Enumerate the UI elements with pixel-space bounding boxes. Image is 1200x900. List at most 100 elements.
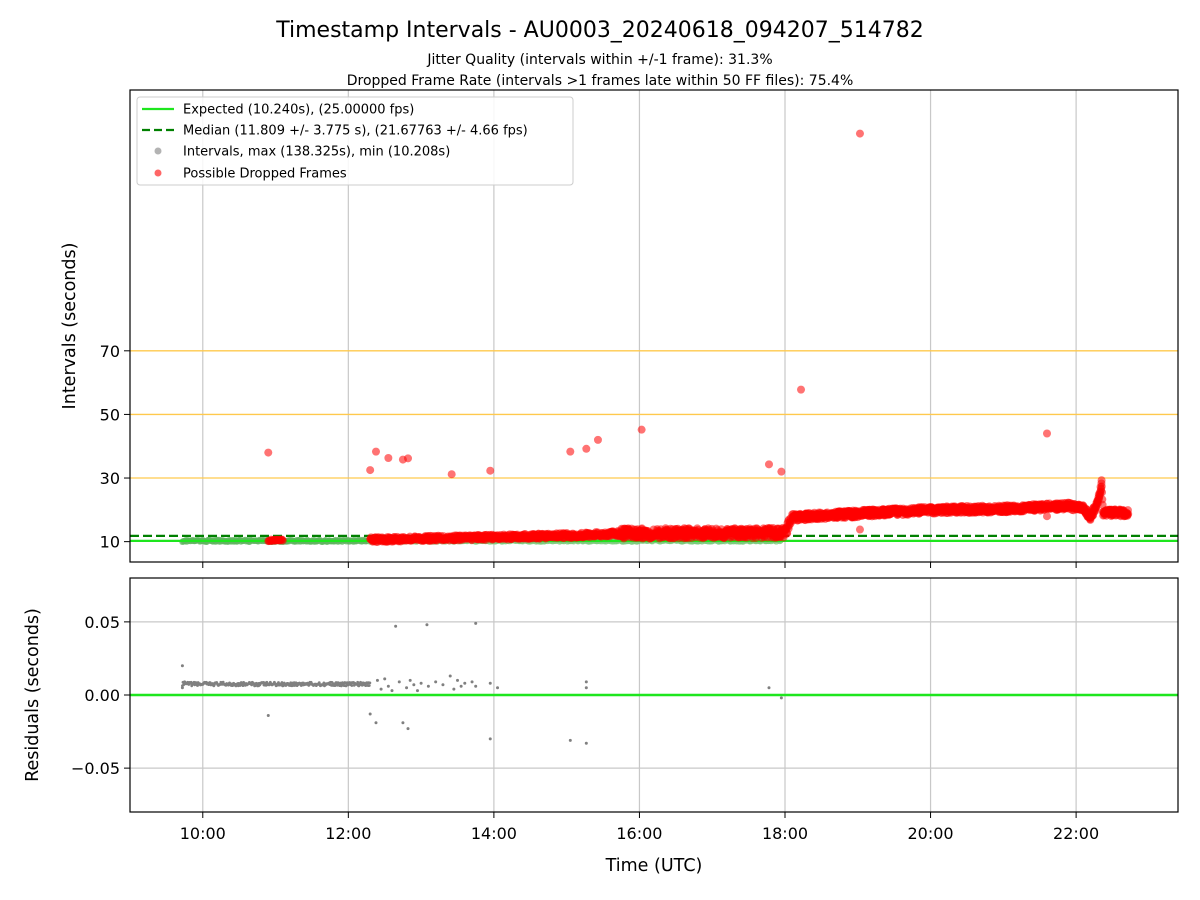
y-tick-label: 30 [100,469,120,488]
y-tick-label: 10 [100,533,120,552]
x-tick-label: 22:00 [1053,824,1099,843]
x-tick-label: 10:00 [180,824,226,843]
dropped-frame-outlier [486,466,495,475]
residual-point [412,683,416,687]
residual-point [496,686,500,690]
residuals-y-axis-label: Residuals (seconds) [23,608,43,782]
x-tick-label: 12:00 [325,824,371,843]
residual-point [386,684,390,688]
residual-point [406,727,410,731]
chart-subtitle-jitter: Jitter Quality (intervals within +/-1 fr… [426,52,772,68]
residual-point [434,680,438,684]
residual-point [474,684,478,688]
residual-point [474,621,478,625]
x-tick-label: 16:00 [616,824,662,843]
dropped-frame-outlier [1097,476,1106,485]
residual-point [568,738,572,742]
dropped-frame-point [1098,488,1107,497]
residual-point [368,681,372,685]
y-tick-label: 0.05 [84,613,120,632]
chart-subtitle-dropped: Dropped Frame Rate (intervals >1 frames … [347,73,854,89]
residual-point [394,624,398,628]
y-tick-label: 50 [100,405,120,424]
dropped-frame-outlier [777,467,786,476]
dropped-frame-outlier [566,447,575,456]
residual-series [180,621,783,745]
intervals-plot-area [130,129,1178,546]
legend-entry: Possible Dropped Frames [183,167,347,182]
residual-point [488,681,492,685]
residual-point [350,684,354,687]
x-tick-label: 20:00 [908,824,954,843]
residual-point [379,687,383,691]
residual-point [280,681,284,684]
residual-point [356,680,360,684]
residual-point [401,721,405,725]
x-tick-label: 14:00 [471,824,517,843]
residual-point [584,741,588,745]
residual-point [584,686,588,690]
residual-point [584,680,588,684]
residuals-panel: 0.05 0.00 −0.05 10:00 12:00 14:00 16:00 18:00 20… [23,577,1179,876]
dropped-frame-point [1097,482,1106,491]
dropped-frame-outlier [404,454,413,463]
residual-point [779,696,783,700]
y-tick-label: 70 [100,342,120,361]
residual-point [266,713,270,717]
residual-point [459,684,463,688]
residual-point [415,689,419,693]
residual-point [367,684,371,687]
residual-point [180,686,184,690]
legend-entry: Intervals, max (138.325s), min (10.208s) [183,145,450,160]
residual-point [426,684,430,688]
y-tick-label: −0.05 [71,759,120,778]
residual-point [767,686,771,690]
x-tick-label: 18:00 [762,824,808,843]
intervals-panel: 10 30 50 70 Intervals (seconds) Expected (10.… [60,89,1179,568]
dropped-frame-point [278,536,287,545]
dropped-frame-outlier [1043,429,1051,438]
legend-swatch-dropped [154,169,162,177]
residual-point [390,689,394,693]
legend-entry: Median (11.809 +/- 3.775 s), (21.67763 +… [183,124,528,139]
dropped-frame-outlier [593,435,602,444]
residual-point [456,678,459,682]
residual-point [441,683,445,687]
dropped-frame-outlier [764,460,773,469]
residual-point [408,678,412,682]
residual-point [364,684,368,687]
dropped-frame-outlier [797,385,806,394]
residual-point [419,681,423,685]
chart-title: Timestamp Intervals - AU0003_20240618_09… [275,18,924,43]
residual-point [463,681,467,685]
residual-point [374,721,378,725]
residual-point [452,687,456,691]
dropped-frame-outlier [582,444,591,453]
dropped-frame-outlier [855,129,864,138]
figure-titles: Timestamp Intervals - AU0003_20240618_09… [275,18,924,89]
dropped-frame-outlier [366,466,375,475]
residual-point [368,712,372,716]
residual-point [375,678,379,682]
residual-point [405,686,409,690]
residual-point [397,680,401,684]
dropped-frame-outlier [371,447,380,456]
residual-point [317,681,321,685]
legend: Expected (10.240s), (25.00000 fps) Median… [136,96,574,186]
dropped-frame-series [264,129,1133,546]
dropped-frame-point [1124,509,1133,518]
dropped-frame-outlier [637,425,646,434]
dropped-frame-outlier [264,448,273,457]
dropped-frame-outlier [855,525,864,534]
residual-point [333,684,337,687]
residual-point [448,674,452,678]
legend-swatch-intervals [154,147,162,155]
x-axis-label: Time (UTC) [605,856,703,876]
residual-point [183,680,187,684]
residual-point [488,737,492,741]
residual-point [470,680,474,684]
dropped-frame-outlier [1043,512,1051,521]
legend-box [136,96,574,186]
residual-point [383,677,387,681]
